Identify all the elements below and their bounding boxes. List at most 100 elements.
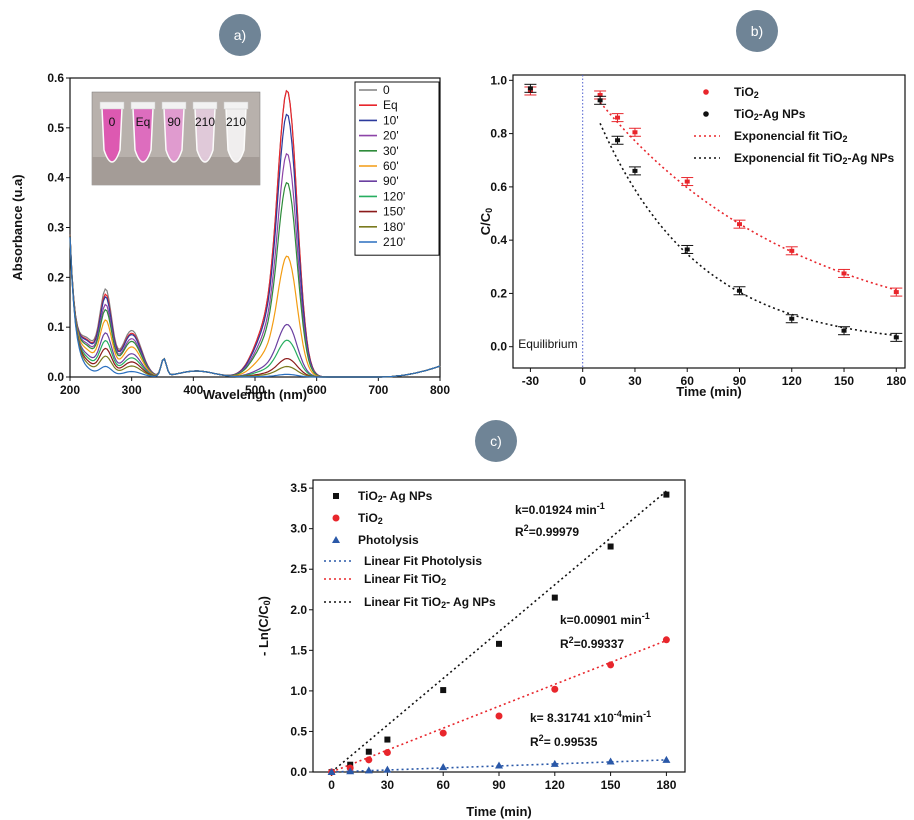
chart-b-ytick-label: 0.2 [490, 286, 507, 300]
chart-c-xlabel: Time (min) [466, 804, 532, 819]
chart-a-legend-label: 20' [383, 129, 399, 143]
chart-c: 0 30 60 90 120 150 180 0.0 0.5 1.0 1.5 2.0 2.5 3.0 3.5… [256, 479, 686, 819]
chart-c-ytick-label: 3.5 [290, 481, 307, 495]
chart-c-point [607, 543, 614, 550]
chart-c-xtick-label: 120 [545, 778, 565, 792]
chart-a-xtick-label: 700 [368, 383, 388, 397]
chart-c-fit-line [331, 759, 667, 773]
chart-a-xtick-label: 800 [430, 383, 450, 397]
chart-a-ytick-label: 0.0 [47, 370, 64, 384]
chart-c-legend-label: Linear Fit TiO2- Ag NPs [364, 595, 496, 610]
chart-b-point [632, 168, 638, 173]
chart-c-point [365, 748, 372, 755]
panel-c-badge: c) [475, 420, 517, 462]
chart-a-xlabel: Wavelength (nm) [203, 387, 307, 402]
chart-c-xtick-label: 60 [437, 778, 451, 792]
chart-a-series-line [69, 89, 441, 378]
chart-b-point [789, 248, 795, 253]
chart-b-fit-line [599, 101, 897, 291]
inset-tube-cap [99, 101, 125, 110]
chart-a-legend-label: Eq [383, 98, 398, 112]
chart-b-legend-label: TiO2-Ag NPs [734, 107, 806, 122]
inset-tube-label: 0 [109, 115, 116, 129]
chart-b-xtick-label: 120 [782, 374, 802, 388]
chart-b-point [789, 316, 795, 321]
chart-b-plot-frame [512, 74, 906, 369]
chart-a-ytick-label: 0.6 [47, 71, 64, 85]
chart-b-legend-label: TiO2 [734, 85, 759, 100]
chart-c-xtick-label: 30 [381, 778, 395, 792]
chart-c-point [662, 636, 670, 644]
chart-b-xtick-label: 150 [834, 374, 854, 388]
inset-tube-label: 210 [195, 115, 215, 129]
chart-b-point [684, 179, 690, 184]
chart-b-point [615, 115, 621, 120]
chart-a-series-line [69, 181, 441, 378]
inset-tube-label: 210 [226, 115, 246, 129]
chart-b-point [893, 290, 899, 295]
chart-a-legend-label: 30' [383, 144, 399, 158]
chart-b-ytick-label: 0.4 [490, 233, 507, 247]
chart-c-point [551, 594, 558, 601]
chart-c-rate-constant: k= 8.31741 x10-4min-1 [530, 709, 651, 725]
chart-c-point [606, 757, 615, 765]
chart-c-ytick-label: 0.5 [290, 724, 307, 738]
inset-tube-cap [130, 101, 156, 110]
chart-c-plot-frame [312, 479, 686, 773]
chart-b-point [684, 247, 690, 252]
chart-c-legend-label: TiO2- Ag NPs [358, 489, 433, 504]
inset-photo [91, 91, 261, 186]
inset-tube-cap [223, 101, 249, 110]
chart-a-ytick-label: 0.2 [47, 270, 64, 284]
chart-c-point [662, 755, 671, 763]
chart-c-r-squared: R2=0.99979 [515, 523, 579, 539]
chart-c-point [495, 761, 503, 769]
chart-c-xtick-label: 0 [328, 778, 335, 792]
chart-a-ytick-label: 0.5 [47, 121, 64, 135]
chart-c-ytick-label: 2.0 [290, 603, 307, 617]
chart-b-point [615, 138, 621, 143]
chart-b-legend-label: Exponencial fit TiO2 [734, 129, 847, 144]
chart-a-legend-label: 10' [383, 113, 399, 127]
chart-b-fit-line [599, 122, 897, 337]
chart-b-ytick-label: 1.0 [490, 73, 507, 87]
inset-tube [163, 107, 185, 163]
chart-b-ytick-label: 0.0 [490, 340, 507, 354]
chart-b: -30 0 30 60 90 120 150 180 0.0 0.2 0.4 0.6 0.8 1.0 Tim… [478, 73, 907, 399]
chart-a-ylabel: Absorbance (u.a) [10, 174, 25, 280]
inset-tube-label: Eq [136, 115, 151, 129]
chart-c-legend-label: Linear Fit Photolysis [364, 554, 482, 568]
chart-b-point [597, 92, 603, 97]
chart-c-legend-marker [333, 493, 339, 499]
chart-c-ytick-label: 1.0 [290, 684, 307, 698]
chart-c-point [328, 769, 335, 775]
chart-a-series-line [69, 235, 441, 378]
chart-c-r-squared: R2=0.99337 [560, 635, 624, 651]
chart-b-xtick-label: 90 [733, 374, 747, 388]
chart-b-point [527, 88, 533, 93]
chart-c-point [439, 729, 447, 737]
chart-c-point [328, 768, 336, 776]
chart-a: 200 300 400 500 600 700 800 0.0 0.1 0.2 0.3 0.4 0.5 0… [10, 71, 450, 402]
chart-c-legend-label: Photolysis [358, 533, 419, 547]
chart-a-legend-label: 120' [383, 189, 405, 203]
chart-b-point [841, 271, 847, 276]
chart-a-xtick-label: 500 [245, 383, 265, 397]
inset-tube-cap [161, 101, 187, 110]
chart-c-xtick-label: 90 [492, 778, 506, 792]
chart-c-xtick-label: 180 [656, 778, 676, 792]
chart-a-series-line [69, 89, 441, 378]
chart-b-xtick-label: 0 [579, 374, 586, 388]
inset-photo-ground [92, 157, 260, 185]
chart-c-legend-label: Linear Fit TiO2 [364, 572, 446, 587]
chart-b-point [597, 98, 603, 103]
chart-c-legend-marker [332, 536, 340, 543]
chart-a-xtick-label: 400 [183, 383, 203, 397]
chart-a-legend-label: 180' [383, 220, 405, 234]
chart-c-point [663, 491, 670, 498]
chart-a-legend-label: 90' [383, 174, 399, 188]
chart-c-point [607, 661, 615, 669]
chart-a-legend-label: 0 [383, 83, 390, 97]
chart-a-ytick-label: 0.1 [47, 320, 64, 334]
chart-c-point [346, 767, 355, 775]
